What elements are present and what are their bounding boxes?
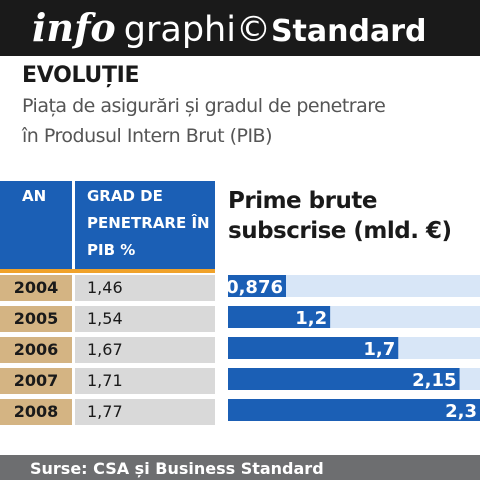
banner-standard: Standard xyxy=(270,14,427,49)
bar-2008 xyxy=(228,399,480,421)
penetration-cell: 1,71 xyxy=(75,368,215,394)
bar-2006 xyxy=(228,337,399,359)
year-cell: 2005 xyxy=(0,306,72,332)
penetration-cell: 1,46 xyxy=(75,275,215,301)
table-row: 2008 1,77 xyxy=(0,399,215,425)
chart-title-line-2: subscrise (mld. €) xyxy=(228,218,452,244)
header-rule xyxy=(0,269,215,273)
table-row: 2006 1,67 xyxy=(0,337,215,363)
penetration-cell: 1,67 xyxy=(75,337,215,363)
table-header-penetration-label: GRAD DE PENETRARE ÎN PIB % xyxy=(87,187,210,259)
banner-info: info xyxy=(32,5,116,50)
table-header-year: AN xyxy=(0,181,72,269)
chart-title-line-1: Prime brute xyxy=(228,188,377,214)
table-row: 2004 1,46 xyxy=(0,275,215,301)
year-cell: 2007 xyxy=(0,368,72,394)
penetration-value: 1,71 xyxy=(87,371,123,390)
section-kicker: EVOLUȚIE xyxy=(22,63,140,88)
penetration-cell: 1,54 xyxy=(75,306,215,332)
table-header-year-label: AN xyxy=(22,187,47,205)
infographic-banner: info graphi©Standard xyxy=(0,0,480,56)
penetration-value: 1,77 xyxy=(87,402,123,421)
penetration-cell: 1,77 xyxy=(75,399,215,425)
bar-label-2005: 1,2 xyxy=(295,308,327,329)
bar-2005 xyxy=(228,306,331,328)
table-row: 2005 1,54 xyxy=(0,306,215,332)
penetration-value: 1,54 xyxy=(87,309,123,328)
table-row: 2007 1,71 xyxy=(0,368,215,394)
sources-text: Surse: CSA și Business Standard xyxy=(30,459,324,478)
banner-graphic: graphi© xyxy=(123,10,271,50)
bar-2007 xyxy=(228,368,460,390)
year-cell: 2008 xyxy=(0,399,72,425)
bar-label-2008: 2,3 xyxy=(445,401,477,422)
bar-2004 xyxy=(228,275,286,297)
penetration-value: 1,67 xyxy=(87,340,123,359)
bar-label-2007: 2,15 xyxy=(412,370,456,391)
year-cell: 2004 xyxy=(0,275,72,301)
subtitle-line-1: Piața de asigurări și gradul de penetrar… xyxy=(22,95,386,117)
subtitle-line-2: în Produsul Intern Brut (PIB) xyxy=(22,125,273,147)
sources-footer: Surse: CSA și Business Standard xyxy=(0,455,480,480)
penetration-value: 1,46 xyxy=(87,278,123,297)
bar-track-2004 xyxy=(228,275,480,297)
table-header-penetration: GRAD DE PENETRARE ÎN PIB % xyxy=(75,181,215,269)
bar-label-2004: 0,876 xyxy=(226,277,283,298)
bar-label-2006: 1,7 xyxy=(363,339,395,360)
year-cell: 2006 xyxy=(0,337,72,363)
